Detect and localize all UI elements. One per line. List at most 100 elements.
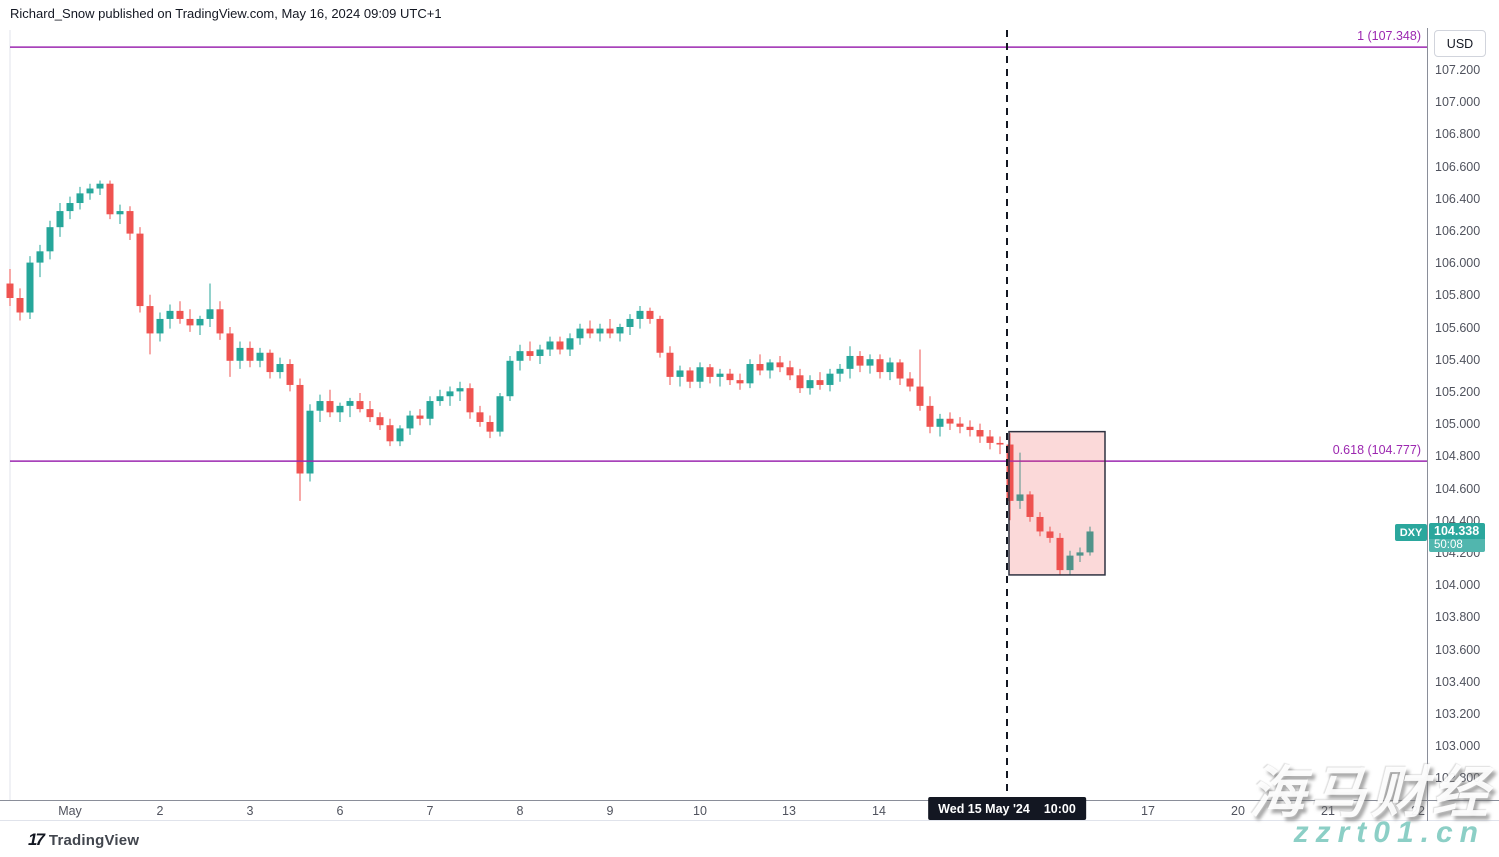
candle-body [456,388,464,392]
attribution-text: Richard_Snow published on TradingView.co… [10,6,442,21]
candle-body [166,310,174,319]
candle-body [226,333,234,361]
candle-body [866,359,874,366]
price-tick: 103.800 [1435,610,1481,625]
candle-body [196,318,204,326]
price-tick: 106.200 [1435,224,1481,238]
price-tick: 107.000 [1435,95,1481,110]
price-tick: 107.200 [1435,63,1481,77]
candle-body [136,233,144,307]
price-tick: 106.000 [1435,256,1481,271]
price-axis[interactable] [1428,28,1499,821]
candle-body [856,355,864,366]
price-axis-border [1427,28,1428,821]
candle-body [406,415,414,429]
candle-body [956,423,964,427]
candle-body [416,415,424,419]
tradingview-brand[interactable]: 17 TradingView [28,830,139,850]
candle-body [216,309,224,334]
crosshair-time-label: Wed 15 May '24 10:00 [928,797,1086,820]
price-tick: 105.000 [1435,417,1481,432]
candle-body [436,396,444,402]
candle-body [926,405,934,427]
candle-body [986,436,994,443]
time-tick: 2 [156,804,164,818]
candle-body [606,328,614,334]
candle-body [916,386,924,406]
candle-body [976,430,984,437]
candle-body [6,283,14,299]
candle-body [546,341,554,350]
candle-body [486,421,494,432]
crosshair-date: Wed 15 May '24 [938,801,1030,816]
time-axis-ticks: May 2 3 6 7 8 9 10 13 14 17 20 21 22 [0,800,1499,821]
time-tick: 17 [1141,804,1155,818]
candle-body [676,370,684,377]
candle-body [686,370,694,382]
candle-body [506,360,514,397]
time-tick: 8 [516,804,524,818]
candle-body [36,251,44,263]
candle-body [16,298,24,313]
highlight-box [1008,430,1106,576]
candle-body [236,347,244,361]
candle-body [356,401,364,410]
price-tick: 106.400 [1435,191,1481,206]
price-tick: 103.400 [1435,674,1481,689]
candle-body [706,367,714,377]
candle-body [556,341,564,350]
candle-body [46,227,54,252]
candle-body [836,368,844,374]
candle-body [386,425,394,442]
candle-body [776,362,784,368]
candle-body [746,364,754,384]
candle-body [1006,444,1014,501]
price-tick: 106.600 [1435,159,1481,174]
candle-body [86,188,94,194]
candle-body [876,359,884,373]
candle-body [566,338,574,350]
time-tick: 7 [426,804,434,818]
candle-body [426,401,434,419]
candle-body [636,310,644,319]
candle-body [76,193,84,204]
candle-body [946,418,954,424]
candle-body [276,364,284,373]
time-tick: 10 [693,804,707,818]
candle-body [596,328,604,334]
candle-body [846,355,854,369]
candle-body [106,183,114,215]
time-tick: 22 [1411,804,1425,818]
candle-body [886,362,894,373]
candle-body [186,318,194,326]
candle-body [1086,531,1094,553]
candle-body [586,328,594,334]
candle-body [616,326,624,334]
time-tick: 9 [606,804,614,818]
candle-body [206,309,214,319]
bar-countdown: 50:08 [1429,539,1485,552]
candle-body [306,410,314,474]
candle-body [1046,531,1054,538]
candle-body [1076,552,1084,556]
candle-body [146,306,154,334]
candle-body [826,373,834,385]
tradingview-logo-icon: 17 [28,830,45,849]
currency-button[interactable]: USD [1434,30,1486,57]
candle-body [536,349,544,356]
time-axis[interactable] [0,800,1499,821]
candle-body [116,211,124,215]
time-tick: 21 [1321,804,1335,818]
candle-body [996,442,1004,445]
candle-body [266,352,274,373]
candle-body [246,347,254,361]
candle-body [336,405,344,413]
candle-body [656,318,664,353]
candle-body [756,364,764,371]
candle-body [366,409,374,418]
candle-body [476,412,484,422]
candle-body [1036,516,1044,532]
symbol-badge: DXY [1395,524,1427,541]
